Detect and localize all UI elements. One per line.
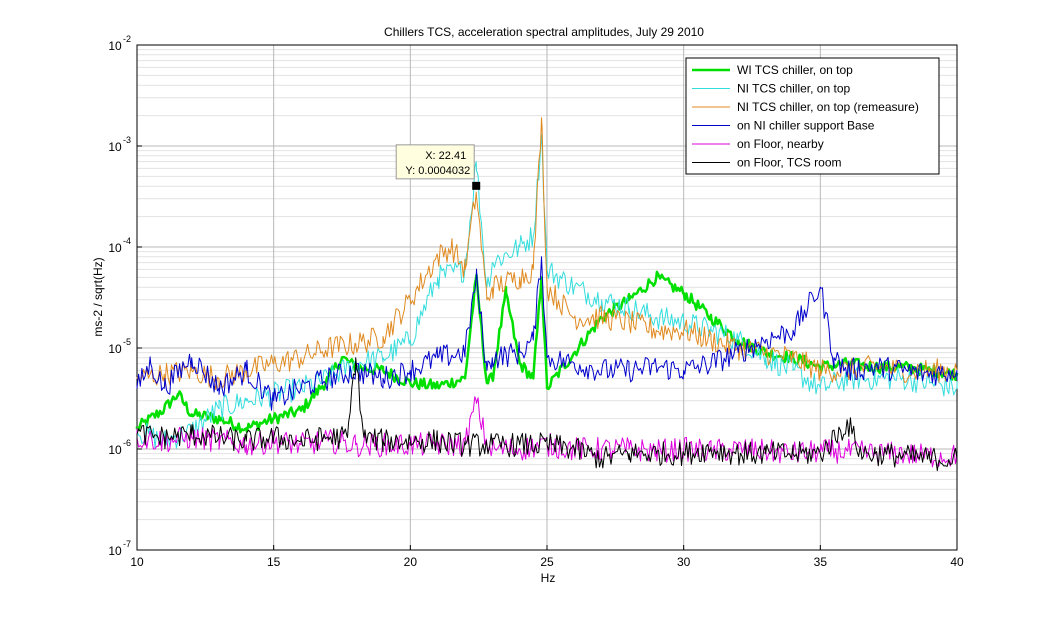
x-tick-label: 35 bbox=[814, 555, 828, 569]
x-tick-label: 10 bbox=[130, 555, 144, 569]
x-tick-label: 40 bbox=[950, 555, 964, 569]
x-axis-label: Hz bbox=[541, 571, 556, 585]
series-line-3[interactable] bbox=[136, 117, 958, 390]
legend-label: on NI chiller support Base bbox=[737, 119, 875, 133]
datatip-x: X: 22.41 bbox=[425, 150, 466, 162]
legend-label: on Floor, TCS room bbox=[737, 156, 841, 170]
series-line-1[interactable] bbox=[135, 270, 959, 434]
y-tick-label: 10 bbox=[108, 39, 122, 53]
x-tick-label: 15 bbox=[267, 555, 281, 569]
datatip-y: Y: 0.0004032 bbox=[405, 165, 470, 177]
y-tick-label: 10 bbox=[108, 342, 122, 356]
y-tick-label: 10 bbox=[108, 241, 122, 255]
y-tick-exponent: -3 bbox=[123, 135, 131, 145]
y-tick-exponent: -6 bbox=[123, 438, 131, 448]
y-tick-exponent: -7 bbox=[123, 539, 131, 549]
series-line-6[interactable] bbox=[136, 357, 958, 472]
legend-label: NI TCS chiller, on top bbox=[737, 82, 850, 96]
datatip[interactable]: X: 22.41 Y: 0.0004032 bbox=[395, 144, 481, 190]
y-tick-exponent: -5 bbox=[123, 337, 131, 347]
legend-label: on Floor, nearby bbox=[737, 137, 824, 151]
legend-box bbox=[685, 57, 940, 175]
series-lines[interactable] bbox=[135, 117, 959, 472]
legend-label: NI TCS chiller, on top (remeasure) bbox=[737, 100, 919, 114]
x-tick-label: 20 bbox=[404, 555, 418, 569]
datatip-box bbox=[395, 144, 475, 180]
y-tick-label: 10 bbox=[108, 140, 122, 154]
chart-title: Chillers TCS, acceleration spectral ampl… bbox=[384, 25, 704, 39]
datatip-marker[interactable] bbox=[472, 181, 481, 190]
y-tick-label: 10 bbox=[108, 544, 122, 558]
legend-label: WI TCS chiller, on top bbox=[737, 63, 853, 77]
x-tick-label: 25 bbox=[540, 555, 554, 569]
y-tick-label: 10 bbox=[108, 443, 122, 457]
legend[interactable]: WI TCS chiller, on top NI TCS chiller, on… bbox=[685, 57, 940, 175]
y-tick-exponent: -4 bbox=[123, 236, 131, 246]
x-tick-label: 30 bbox=[677, 555, 691, 569]
series-line-4[interactable] bbox=[136, 256, 958, 411]
y-axis-label: ms-2 / sqrt(Hz) bbox=[91, 257, 105, 336]
y-tick-exponent: -2 bbox=[123, 34, 131, 44]
